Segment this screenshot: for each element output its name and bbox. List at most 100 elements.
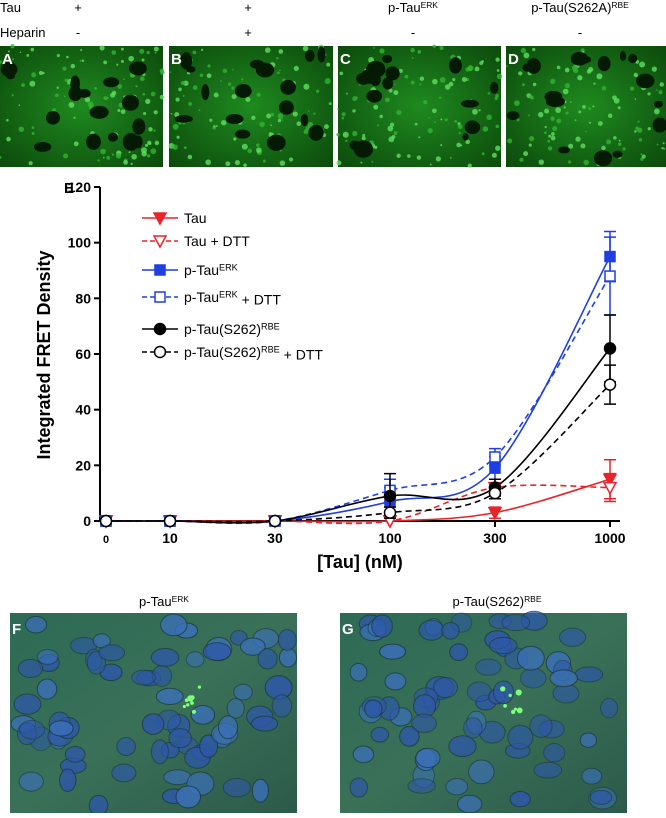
nucleus [411, 713, 437, 733]
panel-letter: A [2, 51, 13, 68]
legend-label-sup: ERK [219, 289, 238, 299]
speck [555, 107, 561, 114]
speck [150, 91, 156, 97]
dark-spot [225, 113, 244, 125]
speck [130, 162, 133, 166]
dark-spot [201, 84, 210, 101]
speck [336, 132, 340, 137]
series-line [105, 347, 611, 524]
chart: E 0 20 40 60 80 100 120 0 10 30 100 300 1000 [Tau] (nM… [34, 179, 626, 572]
speck [66, 83, 69, 85]
column-heparin: - [411, 25, 415, 40]
speck [563, 106, 566, 109]
y-tick-label: 40 [75, 402, 91, 418]
marker [603, 342, 617, 355]
speck [474, 66, 480, 72]
speck [518, 71, 523, 76]
speck [656, 143, 659, 146]
speck [393, 131, 398, 136]
speck [6, 136, 11, 142]
speck [29, 80, 36, 87]
speck [100, 148, 106, 155]
speck [293, 65, 299, 72]
speck [373, 104, 379, 110]
speck [215, 125, 218, 128]
speck [564, 82, 571, 89]
speck [117, 84, 123, 89]
speck [63, 95, 66, 98]
speck [174, 112, 180, 118]
speck [439, 77, 446, 83]
nucleus [349, 662, 368, 682]
speck [495, 57, 500, 62]
speck [324, 78, 331, 85]
dark-spot [506, 111, 520, 121]
speck [544, 108, 550, 114]
speck [494, 96, 498, 101]
speck [234, 159, 241, 166]
nucleus [448, 735, 477, 758]
nucleus [509, 791, 531, 808]
speck [659, 82, 664, 87]
legend-marker [152, 212, 168, 226]
speck [537, 111, 544, 118]
speck [220, 80, 223, 83]
legend-label-suffix: + DTT [207, 233, 251, 249]
speck [148, 127, 153, 132]
panel-title-sup: ERK [172, 594, 190, 604]
speck [570, 101, 572, 103]
speck [573, 68, 579, 74]
speck [379, 48, 385, 54]
speck [398, 68, 403, 74]
nucleus [217, 715, 239, 740]
speck [169, 71, 172, 73]
series-line [105, 484, 611, 525]
speck [243, 163, 247, 167]
speck [520, 47, 527, 54]
nucleus [25, 615, 48, 634]
speck [31, 72, 37, 78]
speck [198, 109, 201, 112]
aggregate [185, 703, 190, 707]
speck [454, 119, 457, 123]
speck [495, 94, 499, 98]
speck [247, 148, 253, 154]
speck [336, 160, 342, 166]
speck [564, 67, 570, 73]
speck [423, 100, 428, 105]
speck [117, 108, 121, 112]
dark-spot [449, 57, 462, 74]
speck [123, 160, 128, 165]
speck [245, 96, 251, 102]
speck [38, 70, 44, 76]
speck [636, 75, 638, 77]
dark-spot [133, 135, 143, 149]
speck [213, 92, 219, 98]
nucleus [579, 732, 598, 748]
speck [342, 131, 349, 138]
speck [292, 111, 298, 117]
dark-spot [652, 117, 666, 133]
speck [404, 74, 409, 79]
speck [118, 102, 124, 108]
speck [601, 145, 606, 151]
speck [662, 142, 665, 145]
speck [544, 125, 547, 129]
speck [18, 126, 25, 132]
x-tick-label: 100 [378, 530, 402, 546]
legend-label-main: Tau [184, 210, 207, 226]
y-tick-label: 0 [83, 513, 91, 529]
speck [141, 58, 145, 62]
aggregate [516, 707, 523, 714]
speck [434, 121, 437, 124]
speck [99, 45, 105, 51]
column-heparin: - [76, 25, 80, 40]
speck [262, 159, 266, 163]
dark-spot [490, 81, 499, 94]
nucleus [449, 643, 468, 662]
column-tau-main: p-Tau(S262A) [531, 0, 611, 15]
speck [496, 69, 500, 72]
speck [588, 107, 592, 110]
nucleus [463, 717, 483, 739]
speck [192, 85, 198, 90]
